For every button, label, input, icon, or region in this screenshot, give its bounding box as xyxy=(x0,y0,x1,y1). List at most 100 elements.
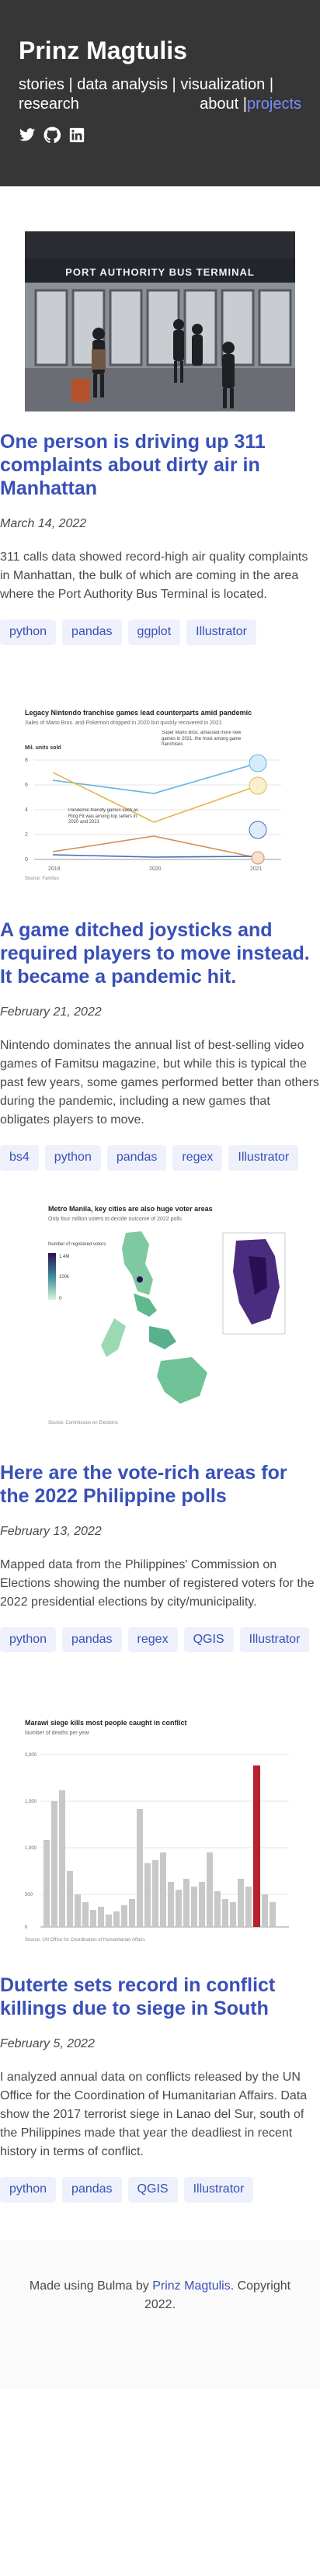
nav-separator: | xyxy=(242,95,247,113)
chart-y-unit: Mil. units sold xyxy=(25,745,61,751)
tag[interactable]: python xyxy=(0,1626,57,1653)
nav-visualization[interactable]: visualization xyxy=(180,76,266,94)
chart-source: Source: Famitsu xyxy=(25,877,59,881)
footer-prefix: Made using Bulma by xyxy=(29,2279,153,2293)
legend-title: Number of registered voters xyxy=(48,1242,106,1247)
post-image-voter-map[interactable]: Metro Manila, key cities are also huge v… xyxy=(33,1201,289,1435)
linkedin-icon[interactable] xyxy=(68,127,85,144)
franchise-logo-icon xyxy=(251,851,265,865)
chart-annotation: Super Mario Bros. amassed more new games… xyxy=(162,730,242,747)
y-tick-label: 0 xyxy=(25,1925,28,1930)
y-tick-label: 4 xyxy=(25,807,28,813)
tag[interactable]: pandas xyxy=(62,620,122,645)
legend-scale xyxy=(48,1252,56,1300)
post-card: Legacy Nintendo franchise games lead cou… xyxy=(0,645,320,1171)
site-header: Prinz Magtulis stories | data analysis |… xyxy=(0,0,320,186)
footer-author-link[interactable]: Prinz Magtulis xyxy=(152,2279,231,2293)
tag[interactable]: Illustrator xyxy=(228,1144,299,1171)
series-line xyxy=(52,772,259,823)
x-tick-label: 2020 xyxy=(149,866,162,872)
tag[interactable]: QGIS xyxy=(183,1626,234,1653)
tag[interactable]: regex xyxy=(172,1144,223,1171)
chart-subtitle: Sales of Mario Bros. and Pokemon dropped… xyxy=(25,720,222,726)
tag[interactable]: python xyxy=(0,620,57,645)
chart-title: Marawi siege kills most people caught in… xyxy=(25,1719,187,1727)
post-image-nintendo-chart[interactable]: Legacy Nintendo franchise games lead cou… xyxy=(25,705,295,881)
tag-list: python pandas regex QGIS Illustrator xyxy=(0,1626,320,1653)
tag[interactable]: python xyxy=(0,2177,57,2203)
y-tick-label: 2 xyxy=(25,832,28,838)
tag-list: python pandas ggplot Illustrator xyxy=(0,620,320,645)
post-title[interactable]: Duterte sets record in conflict killings… xyxy=(0,1974,276,2020)
site-footer: Made using Bulma by Prinz Magtulis. Copy… xyxy=(0,2240,320,2390)
mindanao-shape xyxy=(157,1356,207,1404)
tag[interactable]: python xyxy=(44,1144,101,1171)
franchise-logo-icon xyxy=(249,821,267,839)
nav-about[interactable]: about xyxy=(200,95,239,113)
map-subtitle: Only four million voters to decide outco… xyxy=(48,1217,182,1222)
footer-text: Made using Bulma by Prinz Magtulis. Copy… xyxy=(19,2277,301,2314)
luzon-shape xyxy=(122,1231,153,1295)
post-description: Nintendo dominates the annual list of be… xyxy=(0,1038,319,1127)
bar-group xyxy=(43,1790,252,1928)
post-card: PORT AUTHORITY BUS TERMINAL One person i… xyxy=(0,186,320,645)
y-tick-label: 500 xyxy=(25,1893,33,1897)
nav-projects[interactable]: projects xyxy=(246,95,301,113)
tag[interactable]: Illustrator xyxy=(186,620,256,645)
tag[interactable]: regex xyxy=(127,1626,178,1653)
site-title[interactable]: Prinz Magtulis xyxy=(19,36,187,64)
post-date: February 21, 2022 xyxy=(0,1005,102,1019)
nav-stories[interactable]: stories xyxy=(19,76,64,94)
post-title[interactable]: A game ditched joysticks and required pl… xyxy=(0,918,310,988)
tag-list: python pandas QGIS Illustrator xyxy=(0,2177,320,2203)
post-date: February 5, 2022 xyxy=(0,2037,95,2051)
y-tick-label: 0 xyxy=(25,857,28,863)
y-tick-label: 6 xyxy=(25,783,28,788)
visayas-shape xyxy=(149,1325,176,1349)
x-tick-label: 2019 xyxy=(48,866,61,872)
franchise-logo-icon xyxy=(249,754,267,772)
post-description: Mapped data from the Philippines' Commis… xyxy=(0,1557,315,1609)
y-tick-label: 2,000 xyxy=(25,1753,37,1758)
tag[interactable]: pandas xyxy=(62,1626,122,1653)
palawan-shape xyxy=(101,1318,126,1357)
social-links xyxy=(19,127,301,144)
main-nav: stories | data analysis | visualization … xyxy=(19,75,301,114)
post-description: 311 calls data showed record-high air qu… xyxy=(0,550,308,601)
twitter-icon[interactable] xyxy=(19,127,36,144)
tag[interactable]: pandas xyxy=(62,2177,122,2203)
nav-data-analysis[interactable]: data analysis xyxy=(77,76,168,94)
tag[interactable]: ggplot xyxy=(127,620,181,645)
tag[interactable]: Illustrator xyxy=(183,2177,254,2203)
tag[interactable]: Illustrator xyxy=(239,1626,310,1653)
tag[interactable]: bs4 xyxy=(0,1144,39,1171)
y-tick-label: 8 xyxy=(25,758,28,763)
y-tick-label: 1,000 xyxy=(25,1846,37,1851)
chart-title: Legacy Nintendo franchise games lead cou… xyxy=(25,709,252,717)
nav-research[interactable]: research xyxy=(19,95,79,113)
post-image-bus-terminal[interactable]: PORT AUTHORITY BUS TERMINAL xyxy=(25,231,295,411)
chart-annotation: Pandemic-friendly games such as Ring Fit… xyxy=(68,807,139,825)
post-card: Marawi siege kills most people caught in… xyxy=(0,1652,320,2203)
tag[interactable]: pandas xyxy=(106,1144,167,1171)
map-source: Source: Commission on Elections xyxy=(48,1421,118,1425)
github-icon[interactable] xyxy=(43,127,61,144)
legend-value: 100k xyxy=(59,1275,70,1279)
tag[interactable]: QGIS xyxy=(127,2177,178,2203)
post-card: Metro Manila, key cities are also huge v… xyxy=(0,1171,320,1653)
chart-subtitle: Number of deaths per year xyxy=(25,1731,90,1736)
series-line xyxy=(52,835,259,859)
post-image-conflict-chart[interactable]: Marawi siege kills most people caught in… xyxy=(25,1716,295,1946)
post-title[interactable]: Here are the vote-rich areas for the 202… xyxy=(0,1461,287,1507)
series-line xyxy=(52,853,259,858)
post-title[interactable]: One person is driving up 311 complaints … xyxy=(0,431,266,499)
post-description: I analyzed annual data on conflicts rele… xyxy=(0,2071,308,2159)
terminal-sign-text: PORT AUTHORITY BUS TERMINAL xyxy=(65,266,255,278)
y-tick-label: 1,500 xyxy=(25,1800,37,1804)
footer-suffix: . Copyright 2022. xyxy=(144,2279,291,2312)
nav-separator: | xyxy=(172,76,176,94)
nav-separator: | xyxy=(269,76,274,94)
franchise-logo-icon xyxy=(249,776,267,795)
bar-highlight xyxy=(253,1765,260,1928)
series-line xyxy=(52,762,259,794)
